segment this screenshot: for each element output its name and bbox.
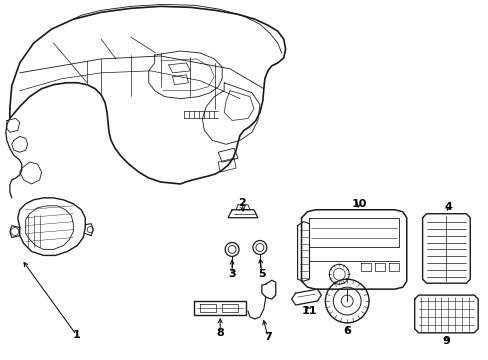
Text: 4: 4 [444, 202, 451, 212]
Text: 8: 8 [216, 328, 224, 338]
Text: 5: 5 [258, 269, 265, 279]
Text: 9: 9 [442, 336, 449, 346]
Text: 7: 7 [264, 332, 271, 342]
Text: 1: 1 [72, 330, 80, 340]
Text: 6: 6 [343, 326, 350, 336]
Text: 11: 11 [301, 306, 317, 316]
Text: 2: 2 [238, 198, 245, 208]
Text: 10: 10 [351, 199, 366, 209]
Text: 3: 3 [228, 269, 235, 279]
